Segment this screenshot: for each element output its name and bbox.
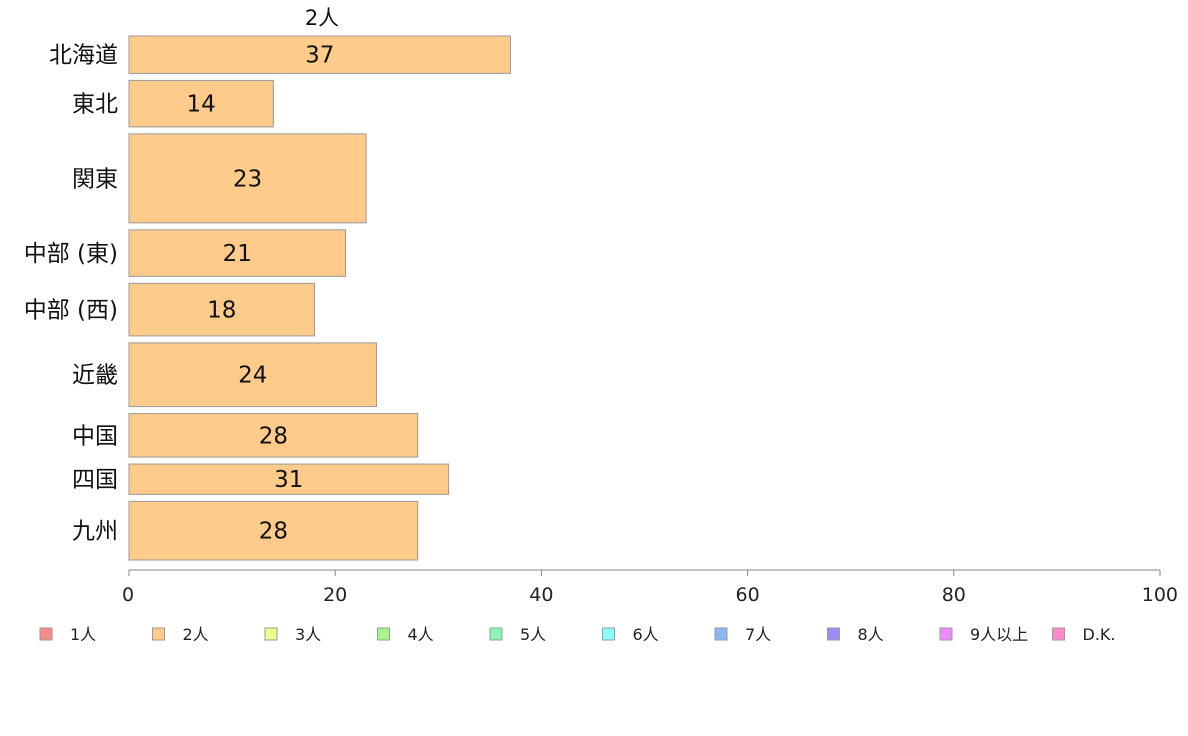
category-label: 九州	[72, 519, 118, 545]
legend-swatch	[827, 627, 840, 641]
bar-value-label: 24	[238, 363, 267, 389]
category-label: 四国	[72, 467, 118, 493]
bar	[128, 282, 316, 337]
legend: 1人 2人 3人 4人 5人 6人 7人 8人 9人以上 D.K.	[39, 625, 1116, 644]
x-tick-label: 60	[736, 584, 760, 606]
legend-label: 5人	[520, 625, 546, 644]
legend-label: 3人	[295, 625, 321, 644]
category-label: 中部 (西)	[24, 298, 118, 324]
bar	[128, 229, 347, 277]
legend-swatch	[1052, 627, 1065, 641]
bar-value-label: 21	[223, 241, 252, 267]
bar	[128, 342, 377, 408]
legend-label: 6人	[633, 625, 659, 644]
bar	[128, 500, 419, 561]
category-label: 近畿	[72, 363, 118, 389]
bar	[128, 133, 367, 224]
legend-label: D.K.	[1083, 625, 1116, 644]
category-label: 中国	[72, 423, 118, 449]
legend-swatch	[152, 627, 165, 641]
bar	[128, 35, 511, 74]
bar-value-label: 18	[207, 298, 236, 324]
legend-label: 8人	[858, 625, 884, 644]
x-axis: 0 20 40 60 80 100	[122, 569, 1178, 606]
legend-swatch	[939, 627, 953, 641]
x-tick-label: 40	[529, 584, 553, 606]
category-label: 関東	[72, 166, 118, 192]
series-title: 2人	[305, 6, 339, 30]
legend-swatch	[264, 627, 278, 641]
bar-value-label: 31	[274, 467, 303, 493]
x-tick-label: 100	[1142, 584, 1178, 606]
x-tick-label: 80	[942, 584, 966, 606]
bar	[128, 79, 274, 128]
bar-value-label: 28	[259, 423, 288, 449]
bar	[128, 463, 450, 495]
bar	[128, 413, 419, 458]
legend-label: 9人以上	[970, 625, 1028, 644]
legend-swatch	[377, 627, 390, 641]
bar-value-label: 14	[187, 92, 216, 118]
legend-label: 2人	[183, 625, 209, 644]
legend-swatch	[602, 627, 615, 641]
category-label: 中部 (東)	[24, 241, 118, 267]
x-tick-label: 0	[122, 584, 134, 606]
legend-label: 7人	[745, 625, 771, 644]
bars-group: 北海道 37 東北 14 関東 23 中部 (東) 21 中部 (西) 18 近畿 24 中国 28 四国 3…	[24, 35, 511, 561]
x-tick-label: 20	[323, 584, 347, 606]
category-label: 北海道	[49, 43, 118, 69]
bar-value-label: 37	[305, 43, 334, 69]
legend-label: 1人	[70, 625, 96, 644]
legend-label: 4人	[408, 625, 434, 644]
legend-swatch	[714, 627, 728, 641]
bar-value-label: 23	[233, 166, 262, 192]
category-label: 東北	[72, 92, 118, 118]
legend-swatch	[489, 627, 503, 641]
legend-swatch	[39, 627, 53, 641]
bar-value-label: 28	[259, 519, 288, 545]
